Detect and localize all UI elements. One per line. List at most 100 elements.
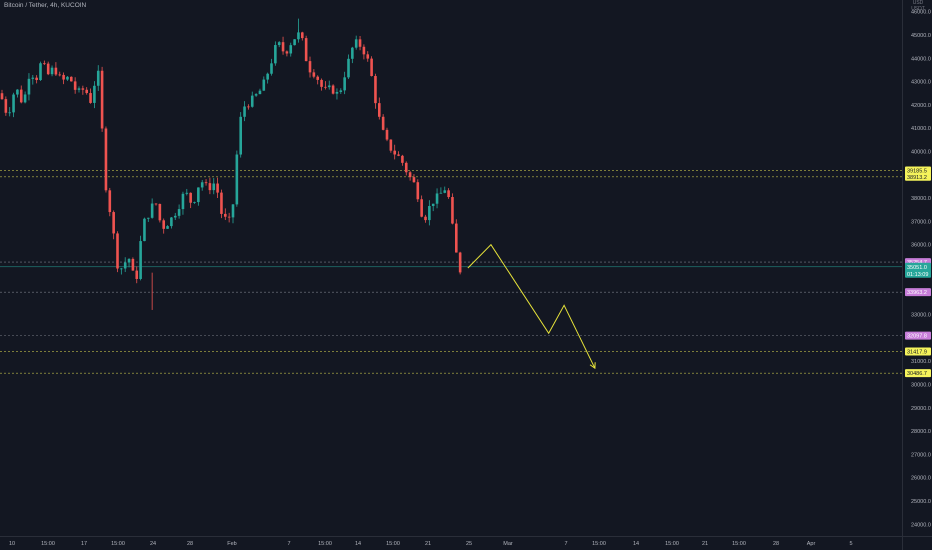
candle-body	[385, 129, 389, 140]
time-tick-label: 15:00	[318, 541, 332, 547]
price-tick-label: 37000.0	[911, 219, 931, 225]
candle-body	[8, 112, 11, 114]
candle-body	[73, 81, 77, 90]
candle-body	[177, 209, 181, 216]
candle-body	[0, 93, 4, 100]
price-tick-label: 33000.0	[911, 313, 931, 319]
candle-body	[335, 91, 339, 94]
time-tick-label: 14	[355, 541, 361, 547]
time-tick-label: 7	[287, 541, 290, 547]
level-price-tag: 30486.7	[905, 369, 931, 378]
candle-body	[381, 116, 385, 130]
candle-body	[366, 54, 370, 59]
level-price-tag: 31417.9	[905, 347, 931, 356]
candle-body	[162, 220, 165, 229]
candle-body	[327, 85, 331, 88]
candle-body	[397, 154, 400, 156]
horizontal-levels	[0, 170, 902, 374]
candle-body	[166, 226, 169, 229]
candle-body	[112, 212, 115, 234]
candle-body	[266, 73, 269, 80]
time-tick-label: 15:00	[111, 541, 125, 547]
candle-body	[204, 182, 208, 184]
level-price-tag: 35051.0	[905, 262, 931, 271]
tag-background	[905, 369, 931, 378]
candle-body	[39, 63, 42, 81]
candle-body	[285, 51, 289, 54]
price-axis[interactable]: 46000.0 45000.0 44000.0 43000.0 42000.0 41000…	[902, 0, 931, 550]
candle-body	[428, 206, 431, 221]
time-tick-label: 25	[466, 541, 472, 547]
candle-body	[451, 197, 454, 224]
candle-body	[150, 203, 154, 218]
currency-unit-bottom: USDT	[911, 5, 925, 12]
tag-background	[905, 288, 931, 297]
candle-body	[374, 76, 377, 104]
tag-background	[905, 347, 931, 356]
candle-body	[343, 77, 346, 91]
tag-background	[905, 166, 931, 175]
candle-body	[54, 67, 58, 75]
price-tick-label: 28000.0	[911, 429, 931, 435]
price-tick-label: 29000.0	[911, 406, 931, 412]
time-tick-label: 21	[702, 541, 708, 547]
candle-body	[104, 128, 108, 191]
candle-body	[443, 190, 447, 193]
candle-body	[35, 77, 38, 81]
time-tick-label: Mar	[503, 541, 513, 547]
candle-body	[331, 85, 335, 94]
candle-body	[81, 88, 85, 90]
candle-body	[281, 42, 285, 52]
candle-body	[100, 70, 104, 129]
projection-line	[467, 243, 596, 369]
price-tick-label: 27000.0	[911, 452, 931, 458]
price-tick-label: 46000.0	[911, 10, 931, 16]
tag-label: 38913.2	[907, 175, 927, 181]
candle-body	[224, 213, 227, 217]
price-tick-label: 31000.0	[911, 359, 931, 365]
candle-body	[401, 155, 404, 163]
candle-body	[62, 74, 65, 80]
candle-body	[247, 106, 250, 108]
candle-body	[455, 223, 458, 253]
candle-body	[370, 58, 373, 77]
tag-background	[905, 331, 931, 340]
candle-body	[447, 190, 450, 198]
candle-body	[262, 79, 266, 91]
candle-body	[12, 94, 15, 113]
time-tick-label: Apr	[807, 541, 816, 547]
candle-body	[458, 252, 462, 273]
candle-body	[312, 72, 316, 77]
candlesticks	[0, 18, 462, 310]
projection-arrowhead	[589, 362, 596, 370]
price-tick-label: 41000.0	[911, 126, 931, 132]
currency-unit[interactable]: USD USDT	[904, 0, 932, 12]
tag-label: 33963.2	[907, 290, 927, 296]
candle-body	[197, 187, 200, 203]
candle-body	[135, 270, 139, 279]
tag-background	[905, 262, 931, 271]
candle-body	[27, 78, 31, 95]
candle-body	[16, 89, 19, 95]
price-tick-label: 26000.0	[911, 476, 931, 482]
time-tick-label: 5	[849, 541, 852, 547]
candle-body	[424, 216, 427, 221]
price-tick-label: 30000.0	[911, 383, 931, 389]
candle-body	[216, 183, 219, 193]
candle-body	[93, 85, 96, 103]
currency-unit-top: USD	[912, 0, 924, 6]
tag-background	[905, 172, 931, 181]
candle-body	[127, 258, 131, 263]
candle-body	[89, 93, 92, 103]
candle-body	[339, 90, 343, 92]
price-tick-label: 40000.0	[911, 149, 931, 155]
time-axis[interactable]: 10 15:00 17 15:00 24 28 Feb 7 15:00 14 15:00 21 25 Ma…	[0, 536, 932, 548]
price-tick-label: 36000.0	[911, 243, 931, 249]
candle-body	[243, 106, 246, 117]
tag-label: 01:13:09	[907, 272, 928, 278]
candle-body	[66, 76, 69, 80]
candle-body	[316, 76, 319, 80]
candle-body	[389, 139, 393, 151]
candle-body	[308, 61, 312, 73]
